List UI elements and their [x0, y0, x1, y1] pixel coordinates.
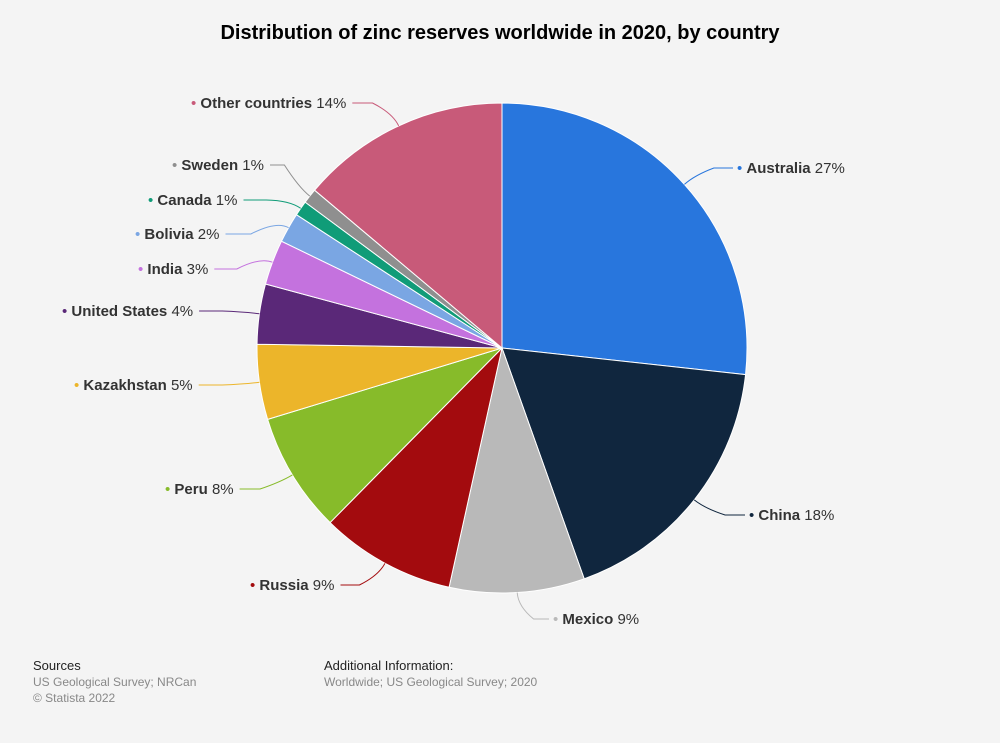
sources-block: Sources US Geological Survey; NRCan © St… [33, 658, 196, 706]
slice-value: 4% [167, 303, 193, 320]
slice-value: 18% [800, 507, 834, 524]
slice-name: Kazakhstan [83, 377, 166, 394]
slice-labels: • Australia 27%• China 18%• Mexico 9%• R… [62, 95, 845, 628]
connector-united-states [199, 310, 260, 315]
legend-dot-russia: • [250, 577, 259, 594]
slice-value: 3% [182, 261, 208, 278]
pie-slice-australia [501, 102, 748, 376]
connector-mexico [516, 592, 549, 620]
legend-dot-china: • [749, 507, 758, 524]
slice-label-bolivia: • Bolivia 2% [135, 226, 219, 243]
slice-name: Russia [259, 577, 309, 594]
connector-kazakhstan [198, 381, 260, 386]
additional-info-block: Additional Information: Worldwide; US Ge… [324, 658, 537, 690]
connector-australia [684, 167, 733, 185]
sources-heading: Sources [33, 658, 81, 673]
legend-dot-sweden: • [172, 157, 181, 174]
additional-info-heading: Additional Information: [324, 658, 454, 673]
slice-name: Peru [174, 481, 207, 498]
pie-chart: • Australia 27%• China 18%• Mexico 9%• R… [62, 95, 845, 628]
legend-dot-united-states: • [62, 303, 71, 320]
slice-value: 14% [312, 95, 346, 112]
slice-label-peru: • Peru 8% [165, 481, 234, 498]
slice-label-canada: • Canada 1% [148, 192, 237, 209]
pie-slice-mexico [448, 346, 585, 594]
slice-name: Canada [157, 192, 212, 209]
pie-slice-russia [329, 346, 503, 588]
legend-dot-other-countries: • [191, 95, 200, 112]
slice-value: 1% [238, 157, 264, 174]
slice-name: Australia [746, 160, 811, 177]
connector-russia [340, 563, 386, 586]
slice-value: 8% [208, 481, 234, 498]
slice-value: 5% [167, 377, 193, 394]
copyright-text: © Statista 2022 [33, 691, 116, 705]
slice-value: 2% [194, 226, 220, 243]
legend-dot-bolivia: • [135, 226, 144, 243]
slice-name: Other countries [200, 95, 312, 112]
legend-dot-kazakhstan: • [74, 377, 83, 394]
legend-dot-canada: • [148, 192, 157, 209]
slice-value: 1% [212, 192, 238, 209]
legend-dot-india: • [138, 261, 147, 278]
slice-label-australia: • Australia 27% [737, 160, 845, 177]
slice-name: India [147, 261, 183, 278]
slice-name: China [758, 507, 800, 524]
slice-label-sweden: • Sweden 1% [172, 157, 264, 174]
legend-dot-australia: • [737, 160, 746, 177]
slice-value: 9% [613, 611, 639, 628]
slice-label-india: • India 3% [138, 261, 208, 278]
connector-canada [243, 199, 301, 209]
slice-name: Bolivia [144, 226, 194, 243]
slice-value: 27% [811, 160, 845, 177]
slice-label-united-states: • United States 4% [62, 303, 193, 320]
connector-bolivia [225, 224, 289, 235]
connector-china [693, 499, 745, 516]
slice-label-kazakhstan: • Kazakhstan 5% [74, 377, 193, 394]
slice-label-mexico: • Mexico 9% [553, 611, 639, 628]
connector-other-countries [352, 102, 400, 127]
slice-label-russia: • Russia 9% [250, 577, 334, 594]
connector-sweden [270, 164, 311, 197]
connector-peru [239, 474, 293, 490]
pie-slice-peru [266, 347, 503, 524]
slice-value: 9% [309, 577, 335, 594]
legend-dot-mexico: • [553, 611, 562, 628]
slice-name: Sweden [181, 157, 238, 174]
additional-info-text: Worldwide; US Geological Survey; 2020 [324, 675, 538, 689]
slice-name: United States [71, 303, 167, 320]
slice-name: Mexico [562, 611, 613, 628]
slice-label-other-countries: • Other countries 14% [191, 95, 346, 112]
connector-india [214, 260, 273, 270]
pie-slices [256, 102, 748, 594]
legend-dot-peru: • [165, 481, 174, 498]
pie-slice-other-countries [313, 102, 503, 350]
chart-title: Distribution of zinc reserves worldwide … [220, 22, 780, 44]
slice-label-china: • China 18% [749, 507, 834, 524]
label-connectors [198, 102, 745, 620]
sources-text: US Geological Survey; NRCan [33, 675, 197, 689]
